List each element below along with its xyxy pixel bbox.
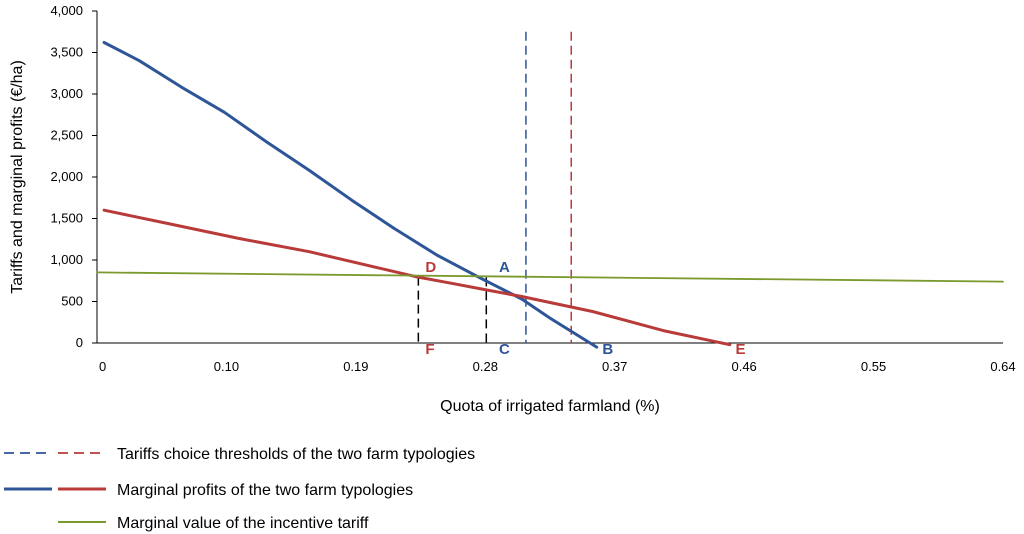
y-tick-label: 2,000 (50, 169, 83, 184)
point-label-f: F (425, 341, 434, 358)
y-tick-label: 3,000 (50, 86, 83, 101)
plot-area: A B C D E F (96, 31, 1004, 358)
y-tick-label: 0 (76, 335, 83, 350)
point-label-e: E (735, 341, 745, 358)
y-tick-label: 500 (61, 294, 83, 309)
point-label-c: C (499, 341, 510, 358)
y-tick-label: 4,000 (50, 3, 83, 18)
x-tick-label: 0.64 (990, 359, 1015, 374)
legend-entry-2: Marginal profits of the two farm typolog… (4, 482, 413, 499)
legend: Tariffs choice thresholds of the two far… (4, 446, 475, 532)
legend-entry-3: Marginal value of the incentive tariff (58, 515, 369, 532)
legend-entry-1: Tariffs choice thresholds of the two far… (4, 446, 475, 463)
point-label-b: B (602, 341, 613, 358)
x-tick-label: 0.28 (473, 359, 498, 374)
legend-label: Marginal value of the incentive tariff (117, 515, 369, 532)
legend-label: Marginal profits of the two farm typolog… (117, 482, 413, 499)
x-tick-label: 0.37 (602, 359, 627, 374)
x-axis-title: Quota of irrigated farmland (%) (440, 398, 660, 415)
legend-label: Tariffs choice thresholds of the two far… (117, 446, 475, 463)
series-line-2 (102, 208, 732, 347)
point-label-d: D (425, 259, 436, 276)
x-tick-label: 0.55 (861, 359, 886, 374)
x-tick-label: 0.10 (214, 359, 239, 374)
y-tick-label: 3,500 (50, 45, 83, 60)
series-line-1 (102, 41, 599, 349)
y-axis-title: Tariffs and marginal profits (€/ha) (9, 60, 26, 294)
y-tick-label: 2,500 (50, 128, 83, 143)
x-tick-label: 0.46 (731, 359, 756, 374)
y-tick-label: 1,000 (50, 252, 83, 267)
point-label-a: A (499, 259, 510, 276)
axes: 0 500 1,000 1,500 2,000 2,500 3,000 3,500 4,000 0… (9, 3, 1016, 415)
x-tick-label: 0 (99, 359, 106, 374)
y-tick-label: 1,500 (50, 211, 83, 226)
series-line-3 (96, 271, 1004, 283)
x-tick-label: 0.19 (343, 359, 368, 374)
